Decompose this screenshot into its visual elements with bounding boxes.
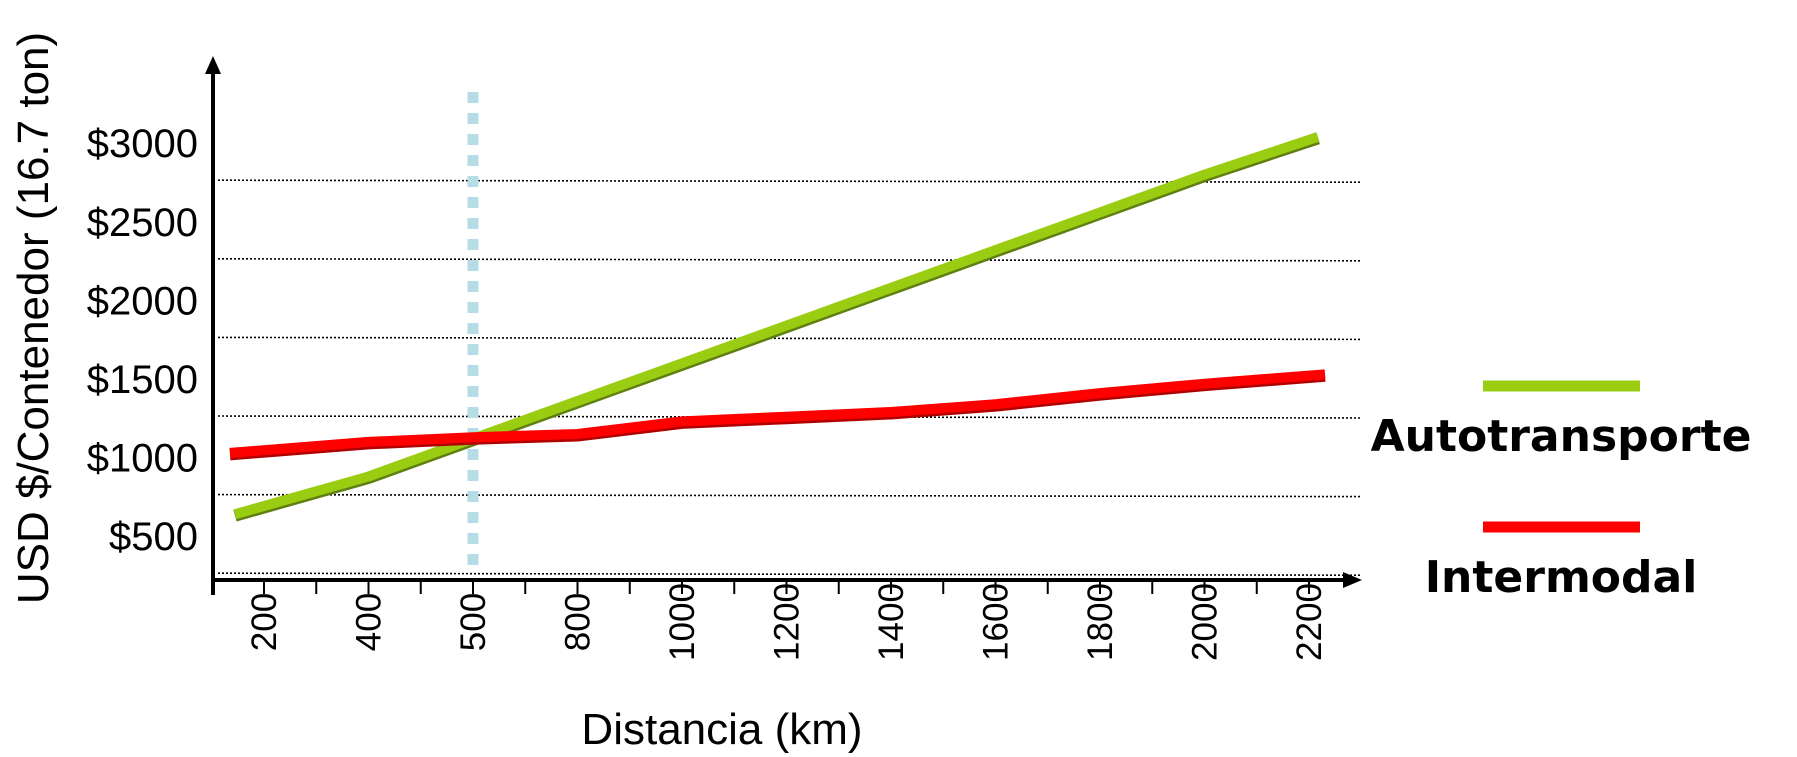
y-tick-label: $2000	[87, 279, 198, 323]
y-tick-label: $1000	[87, 437, 198, 481]
y-axis-arrow	[205, 56, 221, 74]
legend: Autotransporte Intermodal	[1371, 380, 1752, 603]
y-tick-label: $1500	[87, 358, 198, 402]
series-line-autotransporte	[233, 132, 1320, 520]
y-tick-label: $2500	[87, 201, 198, 245]
x-tick-label: 800	[559, 593, 598, 651]
x-tick-label: 1600	[977, 583, 1016, 661]
x-tick-label: 2200	[1290, 583, 1329, 661]
series-layer	[229, 132, 1326, 522]
x-tick-label: 1200	[768, 583, 807, 661]
x-tick-label: 400	[350, 593, 389, 651]
gridlines	[217, 179, 1363, 577]
axes	[205, 56, 1362, 595]
gridline	[217, 257, 1363, 262]
series-line-intermodal	[229, 369, 1326, 458]
x-tick-label: 1000	[663, 583, 702, 661]
legend-item-autotransporte: Autotransporte	[1371, 380, 1752, 462]
y-tick-label: $500	[109, 515, 198, 559]
gridline	[217, 493, 1363, 498]
y-tick-labels: $500 $1000 $1500 $2000 $2500 $3000	[87, 122, 198, 559]
x-tick-label: 2000	[1186, 583, 1225, 661]
x-axis-title: Distancia (km)	[581, 705, 862, 754]
x-tick-label: 200	[245, 593, 284, 651]
x-tick-label: 1800	[1081, 583, 1120, 661]
gridline	[217, 336, 1363, 341]
gridline	[217, 572, 1363, 577]
y-tick-label: $3000	[87, 122, 198, 166]
legend-label-autotransporte: Autotransporte	[1371, 411, 1752, 462]
x-tick-marks	[263, 580, 1310, 594]
x-tick-label: 1400	[872, 583, 911, 661]
y-axis-title: USD $/Contenedor (16.7 ton)	[9, 32, 58, 604]
legend-item-intermodal: Intermodal	[1425, 521, 1698, 603]
x-tick-labels: 200 400 500 800 1000 1200 1400 1600 1800 2000 2200	[245, 583, 1329, 661]
x-tick-label: 500	[454, 593, 493, 651]
legend-label-intermodal: Intermodal	[1425, 552, 1698, 603]
x-axis-arrow	[1343, 572, 1362, 588]
